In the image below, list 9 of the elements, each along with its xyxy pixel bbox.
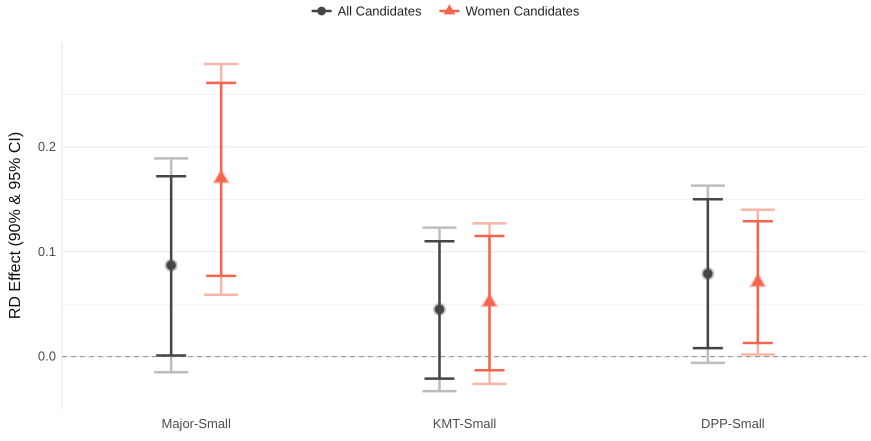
y-tick-label: 0.0 xyxy=(38,348,56,364)
x-tick-label: Major-Small xyxy=(161,416,231,432)
x-tick-label: DPP-Small xyxy=(701,416,765,432)
y-tick-label: 0.2 xyxy=(38,139,56,154)
legend-label: All Candidates xyxy=(338,4,422,19)
x-tick-label: KMT-Small xyxy=(432,416,496,432)
y-axis-title: RD Effect (90% & 95% CI) xyxy=(7,132,24,320)
y-tick-label: 0.1 xyxy=(38,244,56,259)
legend-label: Women Candidates xyxy=(465,4,580,19)
